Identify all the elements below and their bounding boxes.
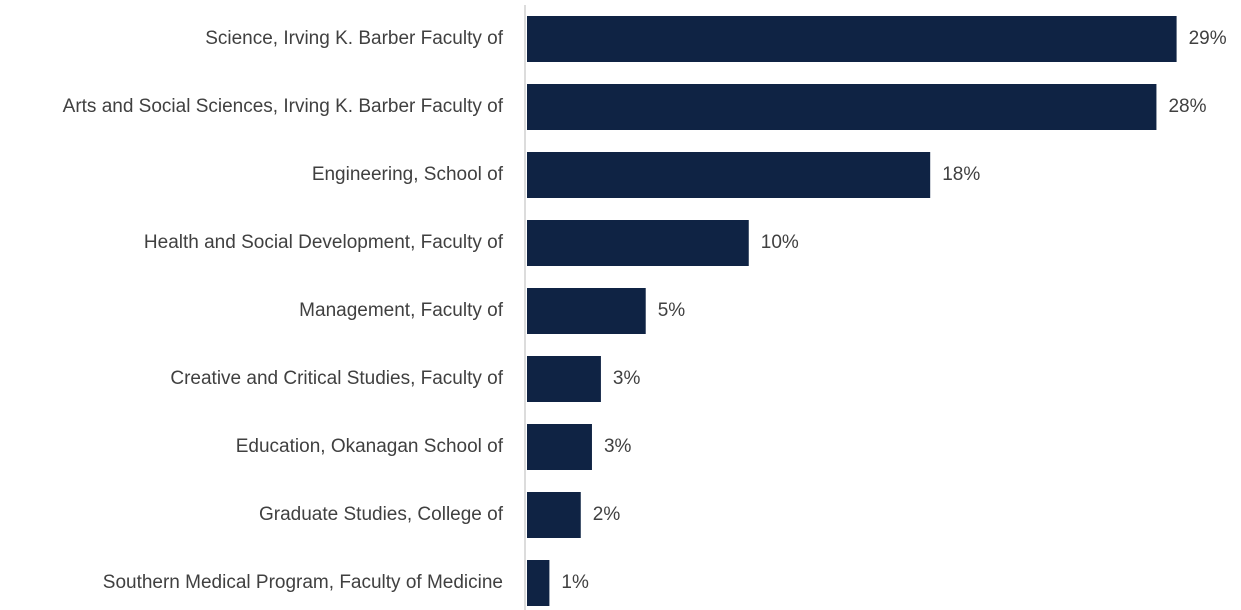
category-label: Arts and Social Sciences, Irving K. Barb… bbox=[63, 96, 504, 117]
bar bbox=[527, 84, 1157, 130]
category-label: Southern Medical Program, Faculty of Med… bbox=[103, 572, 503, 593]
value-label: 18% bbox=[942, 164, 980, 185]
value-label: 3% bbox=[604, 436, 632, 457]
bar bbox=[527, 152, 931, 198]
value-label: 28% bbox=[1168, 96, 1206, 117]
value-label: 3% bbox=[613, 368, 641, 389]
category-label: Science, Irving K. Barber Faculty of bbox=[205, 28, 504, 49]
bar bbox=[527, 492, 581, 538]
category-label: Creative and Critical Studies, Faculty o… bbox=[170, 368, 503, 389]
value-label: 2% bbox=[593, 504, 621, 525]
category-label: Health and Social Development, Faculty o… bbox=[144, 232, 504, 253]
bar bbox=[527, 16, 1177, 62]
bar bbox=[527, 560, 550, 606]
bar bbox=[527, 356, 601, 402]
category-label: Graduate Studies, College of bbox=[259, 504, 504, 525]
category-label: Education, Okanagan School of bbox=[236, 436, 504, 457]
value-label: 10% bbox=[761, 232, 799, 253]
value-label: 1% bbox=[561, 572, 589, 593]
bar bbox=[527, 220, 749, 266]
value-label: 5% bbox=[658, 300, 686, 321]
category-label: Engineering, School of bbox=[312, 164, 504, 185]
value-label: 29% bbox=[1189, 28, 1227, 49]
bar bbox=[527, 424, 592, 470]
bar bbox=[527, 288, 646, 334]
category-label: Management, Faculty of bbox=[299, 300, 504, 321]
